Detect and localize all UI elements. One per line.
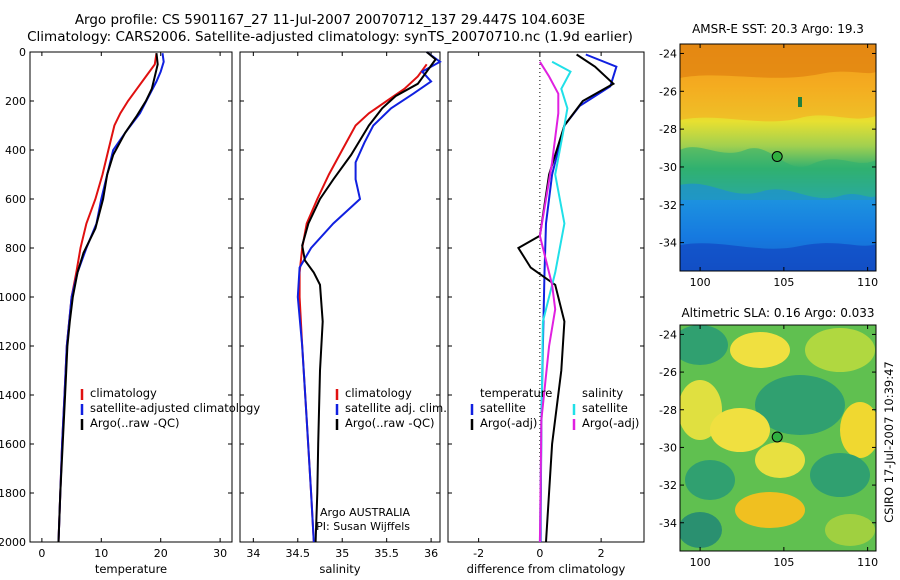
y-tick-label: -30 [659, 441, 677, 454]
x-tick-label: 0 [536, 547, 543, 560]
x-tick-label: 105 [773, 556, 794, 569]
y-tick-label: 1200 [0, 340, 26, 353]
title-line-1: Argo profile: CS 5901167_27 11-Jul-2007 … [74, 12, 586, 28]
temperature-panel: 0 10 20 30 temperature 0 200 400 600 800 1000 1200 1… [0, 46, 260, 576]
legend-label: Argo(..raw -QC) [90, 416, 180, 430]
y-tick-label: 1800 [0, 487, 26, 500]
legend-label: Argo(..raw -QC) [345, 416, 435, 430]
title-line-2: Climatology: CARS2006. Satellite-adjuste… [27, 29, 633, 45]
sst-map: AMSR-E SST: 20.3 Argo: 19.3 100 105 110 -24… [659, 22, 878, 289]
x-tick-label: 36 [424, 547, 438, 560]
series-line [57, 53, 159, 543]
legend-label: satellite [480, 401, 526, 415]
x-axis-label: temperature [95, 562, 167, 576]
sla-map: Altimetric SLA: 0.16 Argo: 0.033 100 105 1… [659, 306, 878, 569]
x-tick-label: 110 [857, 276, 878, 289]
x-tick-label: 35 [335, 547, 349, 560]
y-tick-label: -26 [659, 85, 677, 98]
y-tick-label: 600 [5, 193, 26, 206]
salinity-panel: 34 34.5 35 35.5 36 salinity climatologysatelli… [239, 51, 447, 576]
difference-panel: -2 0 2 difference from climatology temperatu… [447, 51, 645, 576]
y-tick-label: -28 [659, 404, 677, 417]
x-tick-label: 2 [598, 547, 605, 560]
legend-label: satellite-adjusted climatology [90, 401, 260, 415]
x-tick-label: 100 [690, 556, 711, 569]
legend-header: temperature [480, 386, 552, 400]
series-line [538, 61, 560, 543]
y-tick-label: -24 [659, 328, 677, 341]
x-tick-label: 105 [773, 276, 794, 289]
x-tick-label: 0 [38, 547, 45, 560]
x-tick-label: 30 [213, 547, 227, 560]
series-line [538, 60, 572, 543]
series-line [301, 51, 437, 543]
y-tick-label: 400 [5, 144, 26, 157]
legend-label: Argo(-adj) [582, 416, 639, 430]
y-tick-label: 200 [5, 95, 26, 108]
series-line [57, 53, 165, 543]
y-tick-label: 1000 [0, 291, 26, 304]
legend-label: satellite adj. clim. [345, 401, 447, 415]
x-tick-label: 10 [94, 547, 108, 560]
x-tick-label: 110 [857, 556, 878, 569]
x-tick-label: 34.5 [286, 547, 311, 560]
y-tick-label: -32 [659, 199, 677, 212]
x-axis-label: difference from climatology [467, 562, 626, 576]
y-tick-label: -26 [659, 366, 677, 379]
x-tick-label: 100 [690, 276, 711, 289]
legend-label: climatology [90, 386, 157, 400]
legend-label: climatology [345, 386, 412, 400]
sla-map-title: Altimetric SLA: 0.16 Argo: 0.033 [681, 306, 874, 320]
argo-location-marker [771, 431, 783, 443]
panel-frame [447, 51, 645, 543]
series-line [539, 53, 618, 543]
side-label: CSIRO 17-Jul-2007 10:39:47 [882, 361, 896, 522]
y-tick-label: -28 [659, 123, 677, 136]
x-tick-label: -2 [473, 547, 484, 560]
y-tick-label: -34 [659, 517, 677, 530]
y-tick-label: -24 [659, 47, 677, 60]
legend-label: Argo(-adj) [480, 416, 537, 430]
y-tick-label: 2000 [0, 536, 26, 549]
y-tick-label: -34 [659, 237, 677, 250]
x-tick-label: 34 [246, 547, 260, 560]
y-tick-label: 0 [19, 46, 26, 59]
panel-frame [239, 51, 441, 543]
y-tick-label: 1600 [0, 438, 26, 451]
x-axis-label: salinity [319, 562, 360, 576]
annotation: PI: Susan Wijffels [316, 520, 410, 533]
legend-label: satellite [582, 401, 628, 415]
y-tick-label: -30 [659, 161, 677, 174]
annotation: Argo AUSTRALIA [320, 506, 410, 519]
series-line [296, 51, 442, 543]
series-line [516, 53, 616, 543]
argo-location-marker [771, 151, 783, 162]
legend-header: salinity [582, 386, 623, 400]
y-tick-label: 1400 [0, 389, 26, 402]
y-tick-label: -32 [659, 479, 677, 492]
x-tick-label: 20 [154, 547, 168, 560]
y-tick-label: 800 [5, 242, 26, 255]
x-tick-label: 35.5 [374, 547, 399, 560]
sst-map-title: AMSR-E SST: 20.3 Argo: 19.3 [692, 22, 864, 36]
